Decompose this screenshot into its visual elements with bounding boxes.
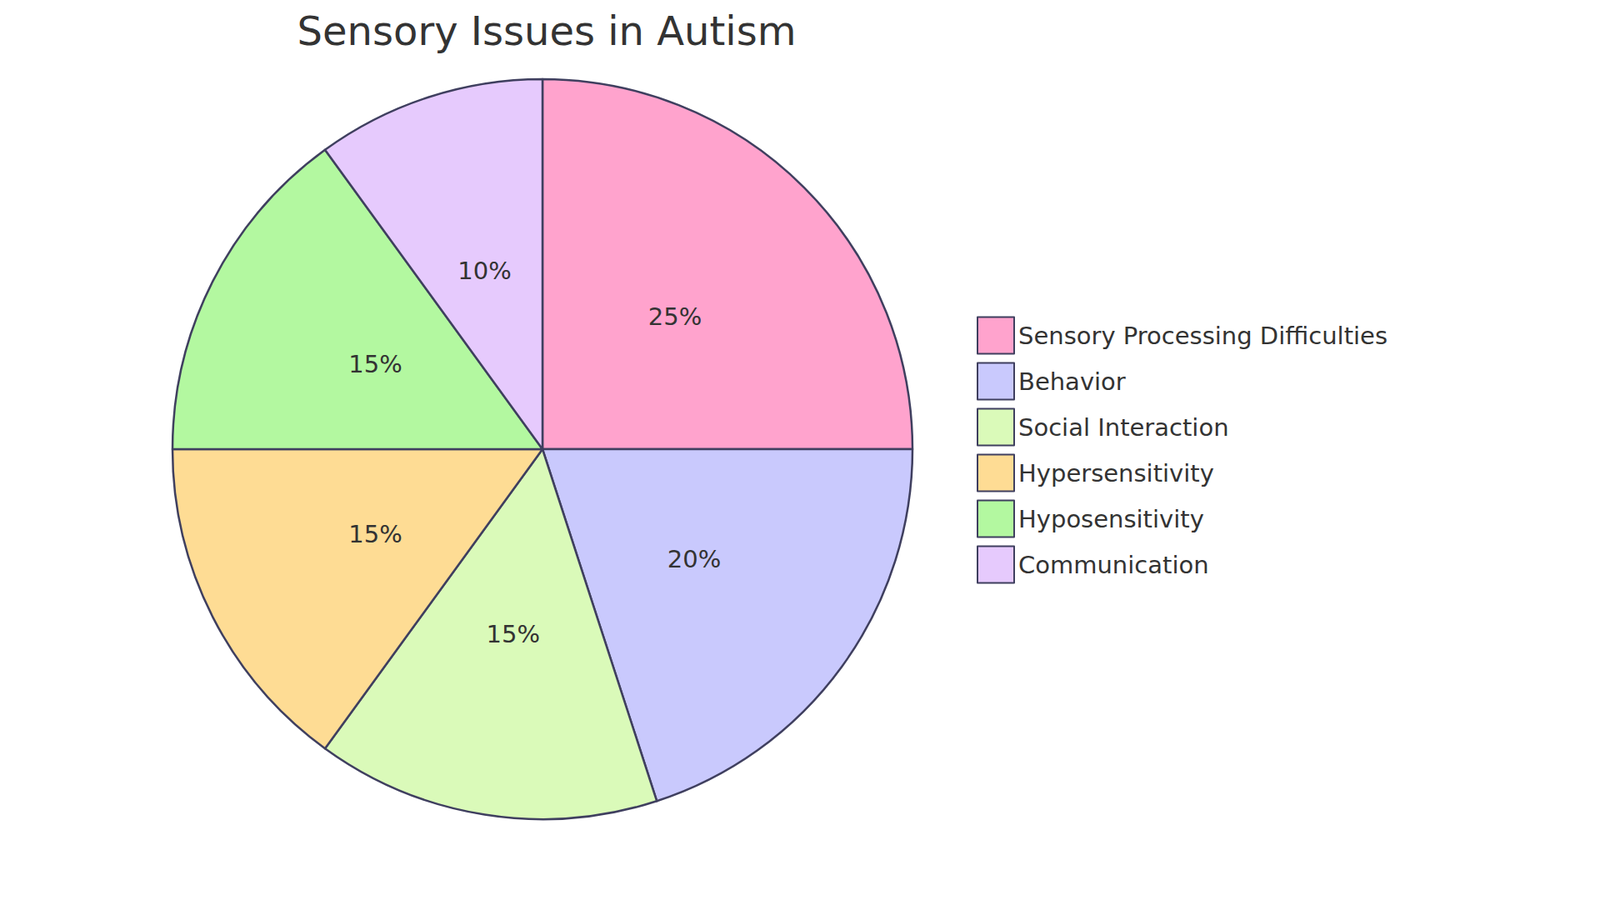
svg-text:Behavior: Behavior <box>1018 367 1126 396</box>
svg-text:25%: 25% <box>648 302 702 331</box>
svg-text:Hyposensitivity: Hyposensitivity <box>1018 505 1205 534</box>
svg-text:Sensory Issues in Autism: Sensory Issues in Autism <box>297 7 797 55</box>
svg-text:15%: 15% <box>348 350 402 379</box>
svg-text:Social Interaction: Social Interaction <box>1018 413 1230 442</box>
svg-text:10%: 10% <box>457 256 511 285</box>
svg-text:Sensory Processing Difficultie: Sensory Processing Difficulties <box>1018 321 1388 350</box>
svg-text:15%: 15% <box>486 620 540 649</box>
svg-text:15%: 15% <box>348 520 402 549</box>
svg-text:20%: 20% <box>667 545 721 574</box>
svg-text:Communication: Communication <box>1018 550 1210 580</box>
svg-text:Hypersensitivity: Hypersensitivity <box>1018 459 1215 488</box>
